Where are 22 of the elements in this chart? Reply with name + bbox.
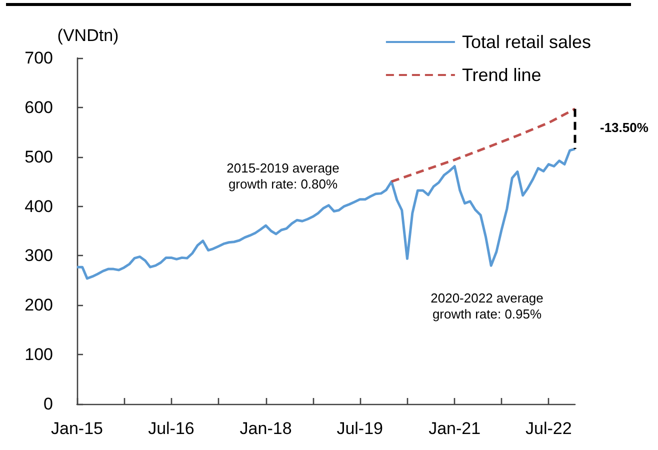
y-axis-title: (VNDtn) bbox=[57, 26, 119, 45]
x-tick-label: Jul-19 bbox=[336, 419, 384, 438]
legend-label: Trend line bbox=[462, 65, 542, 85]
line-series bbox=[76, 148, 576, 280]
annotation: 2015-2019 average growth rate: 0.80% bbox=[226, 160, 340, 192]
y-tick-label: 500 bbox=[24, 147, 53, 166]
y-tick-label: 300 bbox=[24, 246, 53, 266]
y-tick-label: 400 bbox=[24, 196, 53, 216]
x-tick-label: Jan-18 bbox=[240, 419, 292, 438]
x-tick-label: Jan-21 bbox=[428, 419, 481, 438]
y-tick-label: 0 bbox=[44, 394, 53, 414]
legend-label: Total retail sales bbox=[462, 32, 592, 52]
line-series bbox=[390, 108, 576, 183]
annotation: 2020-2022 average growth rate: 0.95% bbox=[430, 290, 544, 322]
y-tick-label: 100 bbox=[24, 345, 53, 364]
annotation: -13.50% bbox=[600, 120, 649, 136]
y-tick-label: 200 bbox=[24, 296, 53, 315]
y-tick-label: 600 bbox=[24, 98, 53, 117]
x-tick-label: Jul-16 bbox=[148, 419, 194, 438]
x-tick-label: Jan-15 bbox=[51, 419, 103, 438]
x-tick-label: Jul-22 bbox=[525, 419, 572, 438]
y-tick-label: 700 bbox=[24, 48, 53, 68]
